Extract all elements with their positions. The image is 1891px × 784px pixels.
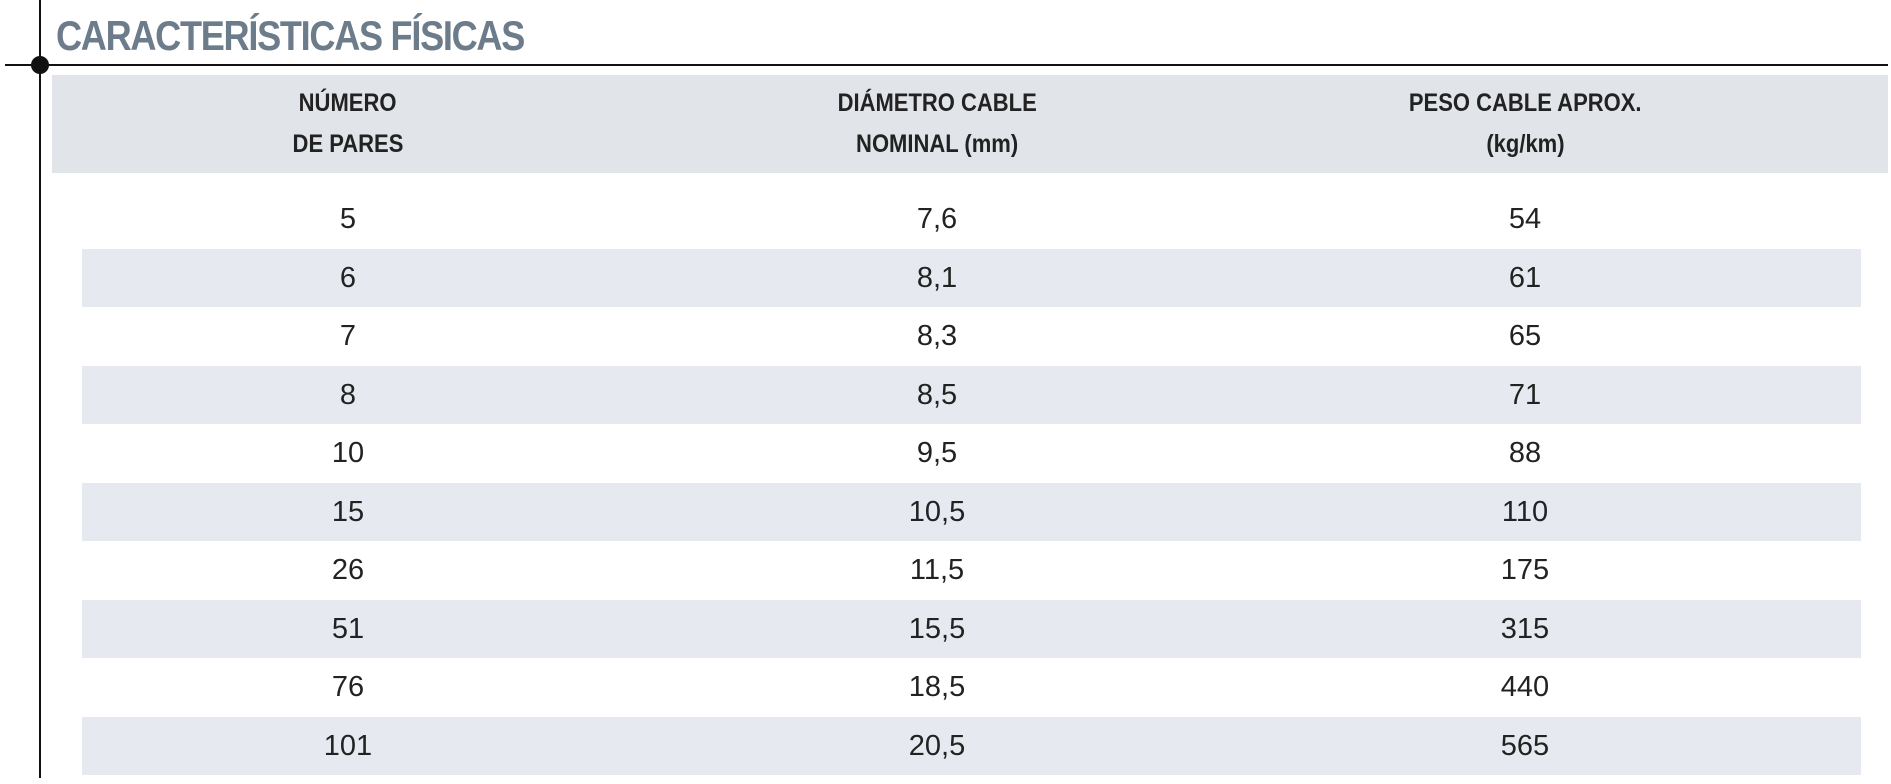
table-header: NÚMERO DE PARES DIÁMETRO CABLE NOMINAL (mm)… <box>52 75 1888 173</box>
header-text: NÚMERO <box>299 89 397 117</box>
table-cell: 10 <box>331 437 365 469</box>
header-text: NOMINAL (mm) <box>855 130 1019 158</box>
table-cell: 110 <box>1501 495 1549 528</box>
table-row: 101 20,5 565 <box>82 716 1861 775</box>
table-cell: 20,5 <box>908 729 966 762</box>
table-row: 7 8,3 65 <box>82 307 1861 366</box>
table-cell: 7,6 <box>916 203 958 235</box>
horizontal-rule <box>5 64 1888 66</box>
table-cell: 315 <box>1500 612 1550 645</box>
table-row: 26 11,5 175 <box>82 541 1861 600</box>
header-text: (kg/km) <box>1485 130 1565 158</box>
table-cell: 61 <box>1508 261 1542 294</box>
table-cell: 6 <box>339 261 357 294</box>
header-text: PESO CABLE APROX. <box>1408 89 1642 117</box>
table-cell: 8,5 <box>916 378 958 411</box>
table-row: 6 8,1 61 <box>82 248 1861 307</box>
header-cell: PESO CABLE APROX. (kg/km) <box>1275 75 1775 173</box>
table-cell: 8 <box>339 378 357 411</box>
header-cell: DIÁMETRO CABLE NOMINAL (mm) <box>687 75 1187 173</box>
table-row: 76 18,5 440 <box>82 658 1861 717</box>
header-text: DE PARES <box>292 130 404 158</box>
rule-dot <box>31 56 49 74</box>
table-row: 51 15,5 315 <box>82 599 1861 658</box>
table-cell: 51 <box>331 612 365 645</box>
table-cell: 565 <box>1500 729 1550 762</box>
table-row: 15 10,5 110 <box>82 482 1861 541</box>
table-cell: 8,3 <box>916 320 958 352</box>
table-cell: 65 <box>1508 320 1542 352</box>
table-cell: 54 <box>1508 203 1542 235</box>
table-row: 5 7,6 54 <box>82 190 1861 249</box>
table-cell: 15 <box>331 495 365 528</box>
table-cell: 9,5 <box>916 437 958 469</box>
table-cell: 440 <box>1500 671 1550 703</box>
table-row: 10 9,5 88 <box>82 424 1861 483</box>
table-cell: 15,5 <box>908 612 966 645</box>
header-cell: NÚMERO DE PARES <box>98 75 598 173</box>
table-cell: 18,5 <box>908 671 966 703</box>
table-cell: 88 <box>1508 437 1542 469</box>
table-cell: 76 <box>331 671 365 703</box>
vertical-rule <box>39 0 41 778</box>
table-row: 8 8,5 71 <box>82 365 1861 424</box>
title: CARACTERÍSTICAS FÍSICAS <box>56 12 525 59</box>
table-cell: 26 <box>331 554 365 586</box>
table-cell: 71 <box>1508 378 1542 411</box>
table-cell: 101 <box>323 729 373 762</box>
header-text: DIÁMETRO CABLE <box>837 89 1037 117</box>
table-cell: 10,5 <box>908 495 966 528</box>
table-cell: 8,1 <box>916 261 958 294</box>
table-cell: 175 <box>1500 554 1550 586</box>
table-cell: 7 <box>339 320 357 352</box>
table-cell: 5 <box>339 203 357 235</box>
table-cell: 11,5 <box>909 554 965 586</box>
